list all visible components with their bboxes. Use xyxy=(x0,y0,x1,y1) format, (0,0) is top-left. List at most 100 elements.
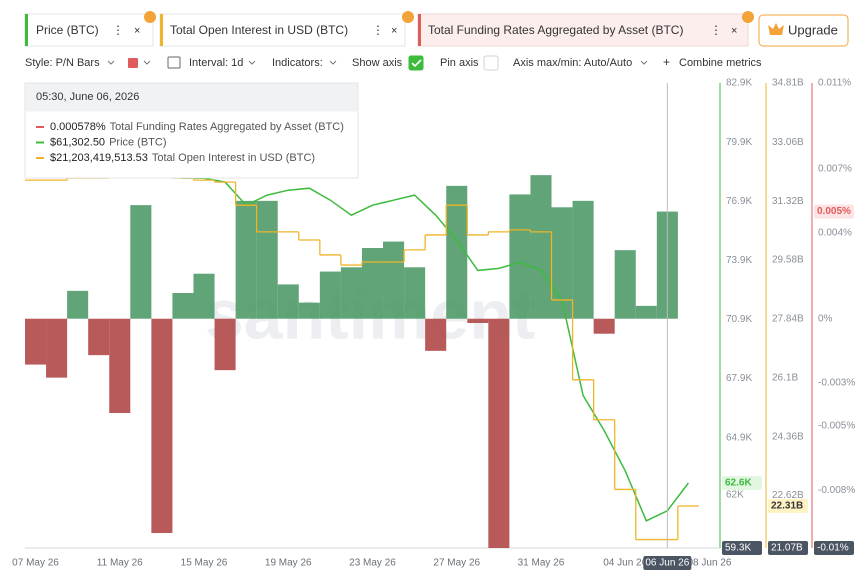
bar xyxy=(172,293,194,319)
combine-metrics[interactable]: Combine metrics xyxy=(679,57,762,69)
axis-tick-label: 26.1B xyxy=(772,372,798,383)
bar xyxy=(446,185,468,319)
crosshair-y-label: 59.3K xyxy=(725,543,751,554)
axis-tick-label: 0.004% xyxy=(818,228,852,239)
crosshair-y-label: -0.01% xyxy=(817,543,849,554)
tooltip-row: $61,302.50 Price (BTC) xyxy=(50,136,167,148)
style-select[interactable]: Style: P/N Bars xyxy=(25,57,100,69)
bar xyxy=(109,318,131,413)
axis-tick-label: 29.58B xyxy=(772,255,804,266)
crown-icon xyxy=(768,23,784,35)
value-tag xyxy=(722,475,762,490)
axis-tick-label: 62K xyxy=(726,489,744,500)
pin-axis-checkbox[interactable] xyxy=(483,55,499,71)
upgrade-box[interactable] xyxy=(758,14,849,47)
bar xyxy=(25,318,47,365)
bar xyxy=(404,267,426,319)
axis-tick-label: 0% xyxy=(818,313,833,324)
axis-tick-label: 76.9K xyxy=(726,196,752,207)
tab[interactable]: Price (BTC) ⋮ × xyxy=(24,11,156,47)
bar xyxy=(340,267,362,319)
tab-box[interactable] xyxy=(24,13,154,47)
bar xyxy=(256,200,278,319)
tab[interactable]: Total Funding Rates Aggregated by Asset … xyxy=(417,11,754,47)
bar xyxy=(277,284,299,319)
tooltip-name: Price (BTC) xyxy=(109,136,166,148)
axis-tick-label: 64.9K xyxy=(726,432,752,443)
chevron xyxy=(107,60,115,65)
tooltip-name: Total Funding Rates Aggregated by Asset … xyxy=(110,121,344,133)
tab-accent xyxy=(418,14,421,46)
x-tick-label: 11 May 26 xyxy=(97,558,143,569)
axis-tick-label: 79.9K xyxy=(726,137,752,148)
tab-menu[interactable]: ⋮ xyxy=(710,23,722,37)
bar xyxy=(361,248,384,319)
tab-label[interactable]: Price (BTC) xyxy=(36,23,99,37)
value-tag-label: 0.005% xyxy=(817,206,851,217)
axis-tick-label: 34.81B xyxy=(772,78,804,89)
tooltip-header xyxy=(25,83,358,112)
bar xyxy=(67,290,89,319)
bar xyxy=(509,194,531,319)
tooltip-row: 0.000578% Total Funding Rates Aggregated … xyxy=(50,121,344,133)
x-tick-label: 19 May 26 xyxy=(265,558,312,569)
tab-close[interactable]: × xyxy=(391,25,397,37)
tab-label[interactable]: Total Open Interest in USD (BTC) xyxy=(170,23,348,37)
tab-close[interactable]: × xyxy=(731,25,737,37)
chevron xyxy=(143,60,151,65)
x-tick-label: 31 May 26 xyxy=(518,558,565,569)
crosshair-y-box xyxy=(722,541,762,555)
bar xyxy=(298,302,320,319)
x-tick-label: 23 May 26 xyxy=(349,558,396,569)
chevron xyxy=(248,60,256,65)
axis-tick-label: 82.9K xyxy=(726,78,752,89)
tooltip-date: 05:30, June 06, 2026 xyxy=(36,91,139,103)
bar xyxy=(130,205,152,319)
pro-badge xyxy=(402,11,414,23)
bar xyxy=(88,318,110,356)
tab-box[interactable] xyxy=(159,13,406,47)
plot: 82.9K 79.9K 76.9K 73.9K 70.9K 67.9K 64.9K 62K 34… xyxy=(12,78,855,570)
tab[interactable]: Total Open Interest in USD (BTC) ⋮ × xyxy=(159,11,414,47)
upgrade-button[interactable]: Upgrade xyxy=(758,14,849,47)
axis-tick-label: 70.9K xyxy=(726,314,752,325)
check-mark xyxy=(411,59,422,68)
show-axis-label[interactable]: Show axis xyxy=(352,57,403,69)
pin-axis-label[interactable]: Pin axis xyxy=(440,57,479,69)
tab-accent xyxy=(160,14,163,46)
axis-tick-label: -0.005% xyxy=(818,420,855,431)
tab-label[interactable]: Total Funding Rates Aggregated by Asset … xyxy=(428,23,683,37)
tooltip-value: $21,203,419,513.53 xyxy=(50,152,148,164)
chevron xyxy=(329,60,337,65)
plus-icon: + xyxy=(663,55,670,69)
bar xyxy=(383,241,405,319)
axis-tick-label: 31.32B xyxy=(772,196,804,207)
upgrade-label[interactable]: Upgrade xyxy=(788,22,838,37)
bar xyxy=(235,200,257,319)
bar xyxy=(551,207,573,319)
tab-menu[interactable]: ⋮ xyxy=(372,23,384,37)
tooltip: 05:30, June 06, 2026 0.000578% Total Fund… xyxy=(24,82,359,179)
axis-tick-label: -0.003% xyxy=(818,378,855,389)
axis-tick-label: 0.007% xyxy=(818,163,852,174)
axis-tick-label: 33.06B xyxy=(772,137,804,148)
tab-box[interactable] xyxy=(417,13,749,47)
x-tick-label: 04 Jun 26 xyxy=(603,558,647,569)
tab-close[interactable]: × xyxy=(134,25,140,37)
value-tag-label: 62.6K xyxy=(725,478,752,489)
axis-tick-label: 22.62B xyxy=(772,490,804,501)
tab-menu[interactable]: ⋮ xyxy=(112,23,124,37)
bar xyxy=(530,175,552,319)
bar xyxy=(467,318,489,323)
axis-minmax-select[interactable]: Axis max/min: Auto/Auto xyxy=(513,57,632,69)
show-axis-checkbox[interactable] xyxy=(408,55,424,71)
crosshair-x-label: 06 Jun 26 xyxy=(645,558,689,569)
color-swatch[interactable] xyxy=(128,58,138,68)
bar xyxy=(572,200,594,319)
indicators-select[interactable]: Indicators: xyxy=(272,57,323,69)
calendar-icon xyxy=(167,56,181,69)
bar xyxy=(193,273,215,319)
interval-select[interactable]: Interval: 1d xyxy=(189,57,243,69)
